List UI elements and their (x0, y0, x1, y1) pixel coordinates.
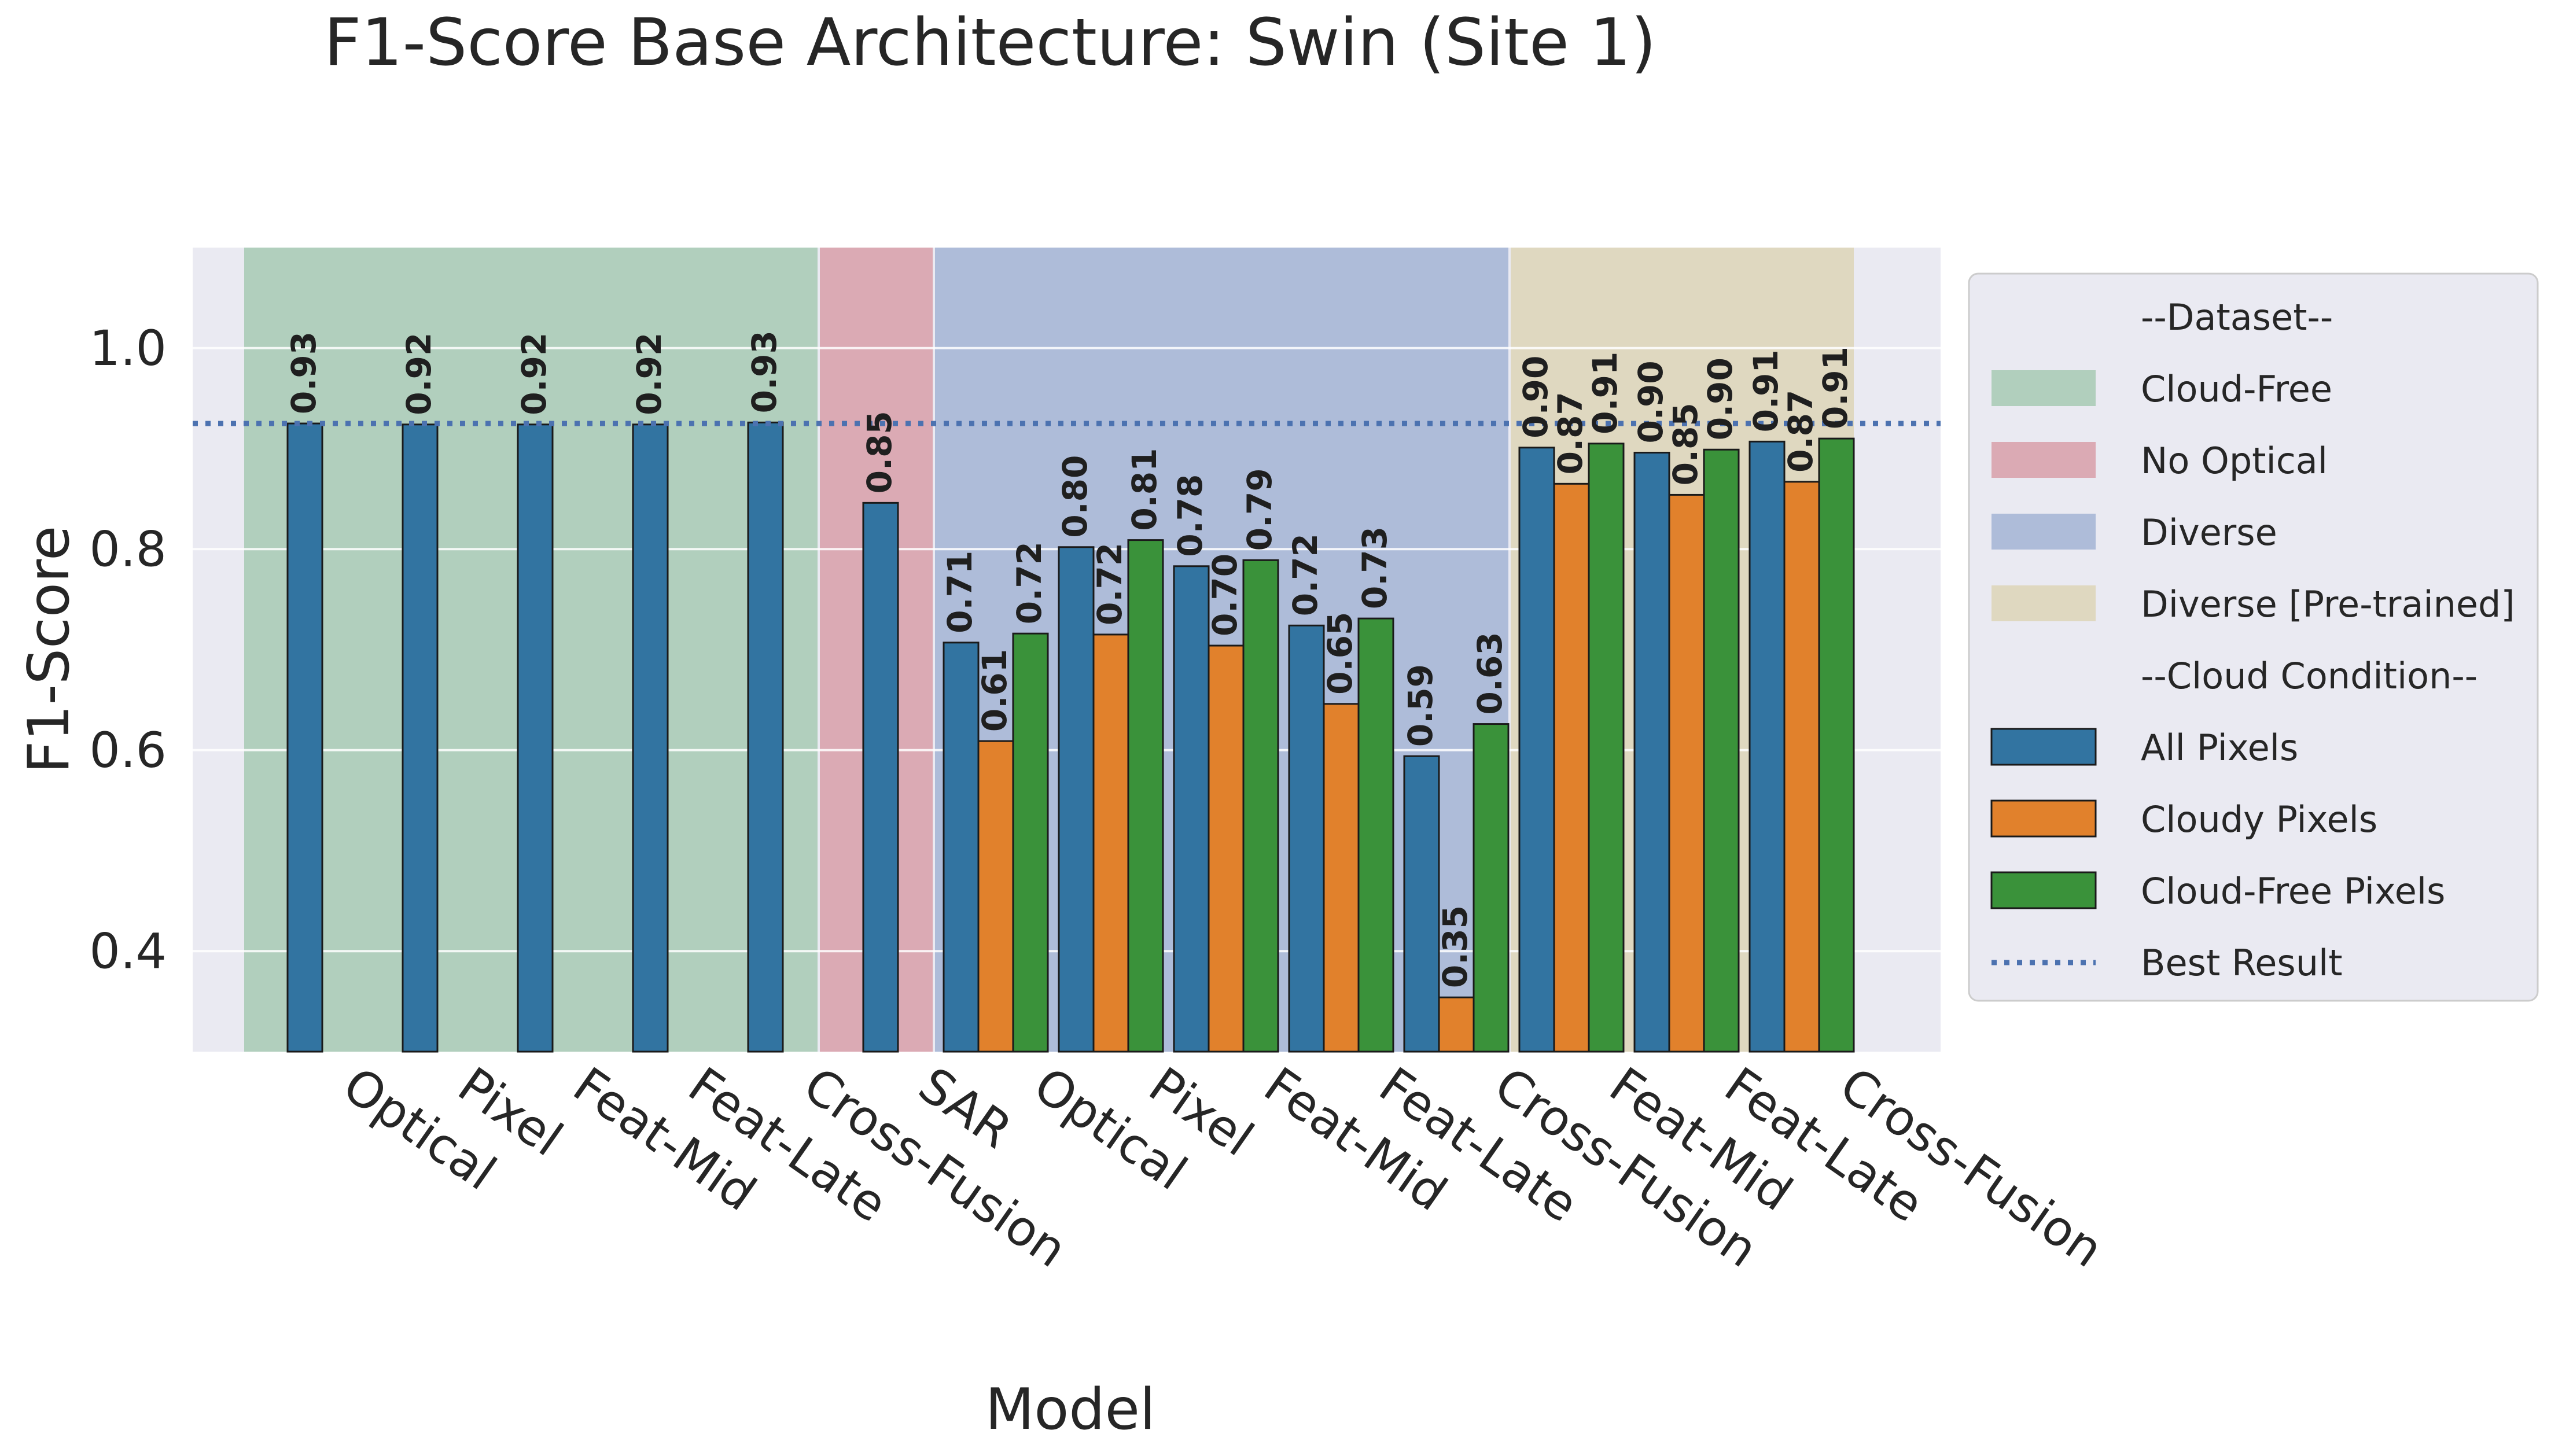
data-label-s0-c8: 0.78 (1170, 474, 1210, 557)
data-label-s2-c11: 0.91 (1585, 352, 1625, 434)
data-label-s0-c1: 0.92 (399, 333, 439, 415)
data-label-s2-c6: 0.72 (1010, 541, 1049, 624)
y-tick-label-0: 0.4 (89, 923, 167, 979)
data-label-s0-c3: 0.92 (630, 333, 669, 415)
bar-s0-c4 (747, 421, 784, 1053)
bar-s0-c11 (1518, 447, 1555, 1053)
bar-s0-c3 (632, 423, 669, 1053)
bar-s1-c6 (977, 740, 1014, 1053)
legend-swatch-8 (1990, 871, 2097, 909)
data-label-s1-c9: 0.65 (1320, 612, 1360, 695)
bar-s2-c11 (1588, 443, 1625, 1053)
y-axis-title: F1-Score (16, 526, 82, 774)
data-label-s0-c6: 0.71 (940, 551, 980, 633)
data-label-s0-c4: 0.93 (745, 330, 784, 413)
data-label-s2-c12: 0.90 (1700, 357, 1740, 440)
data-label-s2-c8: 0.79 (1240, 468, 1279, 551)
data-label-s1-c6: 0.61 (975, 649, 1014, 732)
data-labels: 0.93 0.92 0.92 0.92 0.93 0.85 0.71 0.80 0.78 0.72… (284, 330, 1855, 988)
legend-label-6: All Pixels (2141, 727, 2298, 769)
bar-s1-c7 (1092, 633, 1129, 1053)
data-label-s0-c2: 0.92 (514, 333, 554, 415)
bar-s0-c12 (1633, 451, 1670, 1053)
y-tick-label-3: 1.0 (89, 320, 167, 377)
bar-s0-c9 (1288, 624, 1325, 1053)
legend-label-0: --Dataset-- (2141, 296, 2333, 338)
legend-swatch-3 (1992, 514, 2096, 550)
bar-s2-c13 (1818, 437, 1855, 1053)
y-tick-label-1: 0.6 (89, 722, 167, 779)
data-label-s1-c10: 0.35 (1435, 905, 1475, 988)
legend-label-4: Diverse [Pre-trained] (2141, 583, 2515, 625)
bar-s0-c13 (1748, 440, 1786, 1053)
bar-s0-c2 (517, 423, 554, 1053)
data-label-s0-c11: 0.90 (1516, 356, 1555, 438)
data-label-s0-c12: 0.90 (1631, 360, 1670, 443)
bars (286, 421, 1855, 1053)
data-label-s0-c9: 0.72 (1286, 533, 1325, 616)
data-label-s1-c13: 0.87 (1781, 390, 1820, 473)
legend-label-1: Cloud-Free (2141, 368, 2332, 410)
bar-s2-c10 (1473, 723, 1510, 1053)
bar-s0-c6 (943, 642, 980, 1053)
data-label-s1-c8: 0.70 (1205, 554, 1245, 636)
data-label-s0-c13: 0.91 (1746, 349, 1786, 432)
data-label-s0-c10: 0.59 (1401, 664, 1440, 747)
bar-s0-c7 (1058, 546, 1095, 1053)
bar-s0-c0 (286, 422, 323, 1053)
data-label-s0-c7: 0.80 (1055, 455, 1095, 538)
bar-s2-c7 (1127, 539, 1164, 1053)
bar-s2-c6 (1012, 632, 1049, 1053)
data-label-s0-c5: 0.85 (860, 411, 899, 493)
legend-label-2: No Optical (2141, 440, 2328, 482)
data-label-s1-c12: 0.85 (1666, 403, 1705, 485)
data-label-s2-c7: 0.81 (1125, 448, 1164, 531)
x-axis-ticks: OpticalPixelFeat-MidFeat-LateCross-Fusio… (333, 1056, 2114, 1278)
bar-s1-c10 (1438, 996, 1475, 1053)
data-label-s2-c10: 0.63 (1470, 632, 1510, 714)
bar-s2-c8 (1242, 559, 1279, 1053)
bar-s1-c13 (1783, 481, 1820, 1053)
data-label-s0-c0: 0.93 (284, 331, 323, 414)
chart-title: F1-Score Base Architecture: Swin (Site 1… (324, 5, 1656, 80)
bar-s0-c1 (402, 423, 439, 1053)
legend-label-5: --Cloud Condition-- (2141, 655, 2478, 697)
legend-label-9: Best Result (2141, 942, 2343, 984)
bar-s0-c5 (862, 502, 899, 1053)
legend-label-3: Diverse (2141, 511, 2277, 554)
bar-s1-c9 (1323, 703, 1360, 1053)
legend-label-8: Cloud-Free Pixels (2141, 870, 2445, 912)
bar-s1-c12 (1668, 493, 1705, 1053)
legend: --Dataset-- Cloud-Free No Optical Diverse Di… (1968, 272, 2539, 1002)
bar-s1-c11 (1553, 482, 1590, 1053)
bar-s0-c8 (1173, 565, 1210, 1053)
data-label-s2-c13: 0.91 (1816, 347, 1855, 429)
y-axis-ticks: 0.4 0.6 0.8 1.0 (89, 320, 167, 980)
legend-label-7: Cloudy Pixels (2141, 798, 2377, 841)
legend-swatch-7 (1990, 799, 2097, 838)
bar-s2-c12 (1703, 448, 1740, 1053)
bar-s1-c8 (1208, 644, 1245, 1053)
bar-s0-c10 (1403, 755, 1440, 1053)
legend-swatch-4 (1992, 585, 2096, 621)
data-label-s2-c9: 0.73 (1355, 526, 1394, 609)
y-tick-label-2: 0.8 (89, 521, 167, 577)
legend-swatch-2 (1992, 442, 2096, 478)
legend-swatch-1 (1992, 370, 2096, 406)
legend-swatch-6 (1990, 728, 2097, 766)
bar-s2-c9 (1357, 617, 1394, 1053)
data-label-s1-c11: 0.87 (1551, 392, 1590, 474)
data-label-s1-c7: 0.72 (1090, 543, 1129, 625)
legend-box (1968, 272, 2539, 1002)
x-axis-title: Model (985, 1377, 1155, 1443)
